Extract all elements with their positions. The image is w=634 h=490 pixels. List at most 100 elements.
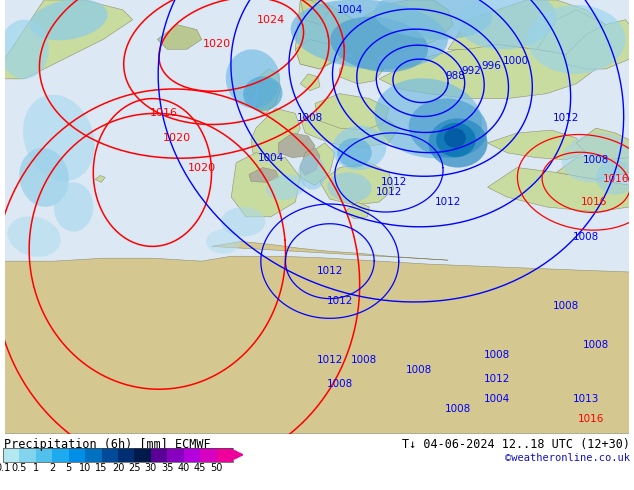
Bar [68,448,85,462]
Text: 1008: 1008 [553,300,579,311]
Ellipse shape [298,155,326,190]
Text: 0.1: 0.1 [0,463,11,473]
Text: 1008: 1008 [583,155,609,165]
Text: 25: 25 [128,463,141,473]
Polygon shape [379,45,596,98]
Text: 1008: 1008 [297,113,323,123]
Polygon shape [157,24,202,49]
Text: 1024: 1024 [257,15,285,24]
Ellipse shape [337,138,372,168]
Text: 992: 992 [462,66,482,76]
Polygon shape [345,202,369,219]
Ellipse shape [330,17,428,72]
Ellipse shape [23,95,94,181]
Polygon shape [251,108,301,158]
Polygon shape [315,94,389,130]
Polygon shape [4,256,630,434]
Text: T↓ 04-06-2024 12..18 UTC (12+30): T↓ 04-06-2024 12..18 UTC (12+30) [402,438,630,451]
Ellipse shape [436,122,476,157]
Bar [101,448,118,462]
Text: 1016: 1016 [578,414,604,424]
Text: 1012: 1012 [376,187,402,197]
Polygon shape [345,0,453,57]
Text: 1016: 1016 [150,108,178,119]
Bar [134,448,151,462]
Ellipse shape [243,76,283,111]
Text: 1: 1 [33,463,39,473]
Text: 1012: 1012 [316,266,343,276]
Bar [118,448,134,462]
Text: 1008: 1008 [405,365,432,374]
Ellipse shape [458,0,557,49]
Ellipse shape [374,0,493,40]
Polygon shape [566,20,630,69]
Bar [20,448,36,462]
Polygon shape [301,0,330,24]
Ellipse shape [290,0,448,70]
Text: 1020: 1020 [202,39,231,49]
Text: 35: 35 [161,463,174,473]
Text: 50: 50 [210,463,223,473]
Bar [167,448,184,462]
Ellipse shape [444,128,466,148]
Bar [85,448,101,462]
Text: 1004: 1004 [484,394,510,404]
Ellipse shape [8,216,61,257]
Bar [184,448,200,462]
Ellipse shape [562,133,630,183]
Ellipse shape [206,229,241,254]
Ellipse shape [332,125,387,170]
Polygon shape [246,84,256,100]
Polygon shape [576,128,630,160]
Text: 1004: 1004 [337,5,363,15]
Ellipse shape [0,20,49,79]
Text: 5: 5 [65,463,72,473]
Polygon shape [95,175,105,182]
Polygon shape [557,153,630,179]
Text: 40: 40 [178,463,190,473]
Polygon shape [212,242,448,260]
Text: ©weatheronline.co.uk: ©weatheronline.co.uk [505,453,630,463]
Ellipse shape [19,148,69,207]
Ellipse shape [221,207,265,237]
Text: 1008: 1008 [351,355,377,365]
Ellipse shape [527,5,626,74]
Text: 1016: 1016 [581,197,607,207]
Ellipse shape [409,98,488,158]
Polygon shape [340,54,384,84]
Polygon shape [295,34,359,69]
Bar [3,448,20,462]
Polygon shape [256,69,280,113]
Polygon shape [249,168,278,182]
Polygon shape [231,153,301,217]
Bar [217,448,233,462]
Polygon shape [301,74,320,91]
Text: Precipitation (6h) [mm] ECMWF: Precipitation (6h) [mm] ECMWF [4,438,210,451]
Text: 1004: 1004 [257,153,284,163]
Text: 1008: 1008 [573,232,599,242]
Ellipse shape [30,0,108,40]
Text: 1020: 1020 [163,133,191,143]
Polygon shape [320,163,394,205]
Polygon shape [448,0,605,54]
Text: 1020: 1020 [188,163,216,172]
Bar [151,448,167,462]
Ellipse shape [266,174,305,200]
Text: 996: 996 [481,61,501,71]
Ellipse shape [596,160,634,195]
Ellipse shape [429,118,488,168]
Text: 45: 45 [194,463,206,473]
Ellipse shape [54,182,93,232]
Polygon shape [278,133,315,158]
Text: 2: 2 [49,463,55,473]
Text: 1008: 1008 [445,404,471,414]
Polygon shape [295,0,359,69]
Text: 1012: 1012 [380,177,407,187]
Text: 988: 988 [445,71,465,81]
Bar [36,448,52,462]
Text: 1000: 1000 [503,56,529,66]
Polygon shape [488,168,630,212]
Text: 1012: 1012 [316,355,343,365]
Text: 20: 20 [112,463,124,473]
Polygon shape [328,170,345,185]
